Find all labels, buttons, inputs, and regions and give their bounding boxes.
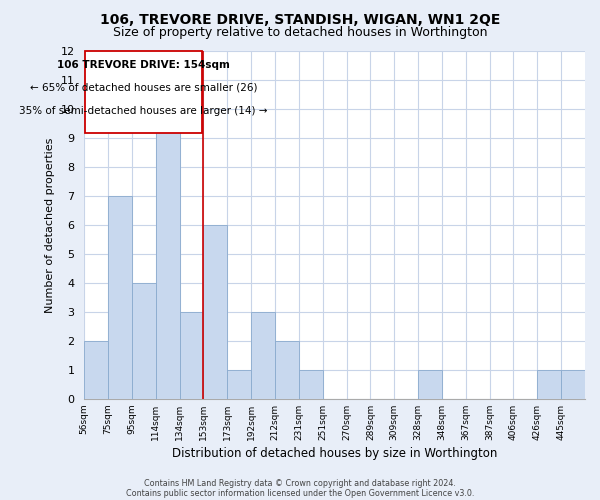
Bar bbox=[203, 225, 227, 399]
Text: Contains public sector information licensed under the Open Government Licence v3: Contains public sector information licen… bbox=[126, 488, 474, 498]
Bar bbox=[108, 196, 132, 399]
Y-axis label: Number of detached properties: Number of detached properties bbox=[45, 138, 55, 313]
Text: 106 TREVORE DRIVE: 154sqm: 106 TREVORE DRIVE: 154sqm bbox=[57, 60, 230, 70]
Bar bbox=[251, 312, 275, 399]
Bar bbox=[156, 110, 179, 399]
Bar bbox=[227, 370, 251, 399]
Text: 35% of semi-detached houses are larger (14) →: 35% of semi-detached houses are larger (… bbox=[19, 106, 268, 116]
Bar bbox=[275, 341, 299, 399]
Bar bbox=[132, 283, 156, 399]
Bar bbox=[538, 370, 561, 399]
Bar bbox=[561, 370, 585, 399]
Text: 106, TREVORE DRIVE, STANDISH, WIGAN, WN1 2QE: 106, TREVORE DRIVE, STANDISH, WIGAN, WN1… bbox=[100, 12, 500, 26]
Bar bbox=[179, 312, 203, 399]
Bar bbox=[299, 370, 323, 399]
Text: Contains HM Land Registry data © Crown copyright and database right 2024.: Contains HM Land Registry data © Crown c… bbox=[144, 478, 456, 488]
Bar bbox=[84, 341, 108, 399]
X-axis label: Distribution of detached houses by size in Worthington: Distribution of detached houses by size … bbox=[172, 447, 497, 460]
Text: ← 65% of detached houses are smaller (26): ← 65% of detached houses are smaller (26… bbox=[30, 82, 257, 92]
Bar bbox=[418, 370, 442, 399]
Text: Size of property relative to detached houses in Worthington: Size of property relative to detached ho… bbox=[113, 26, 487, 39]
FancyBboxPatch shape bbox=[85, 52, 202, 132]
